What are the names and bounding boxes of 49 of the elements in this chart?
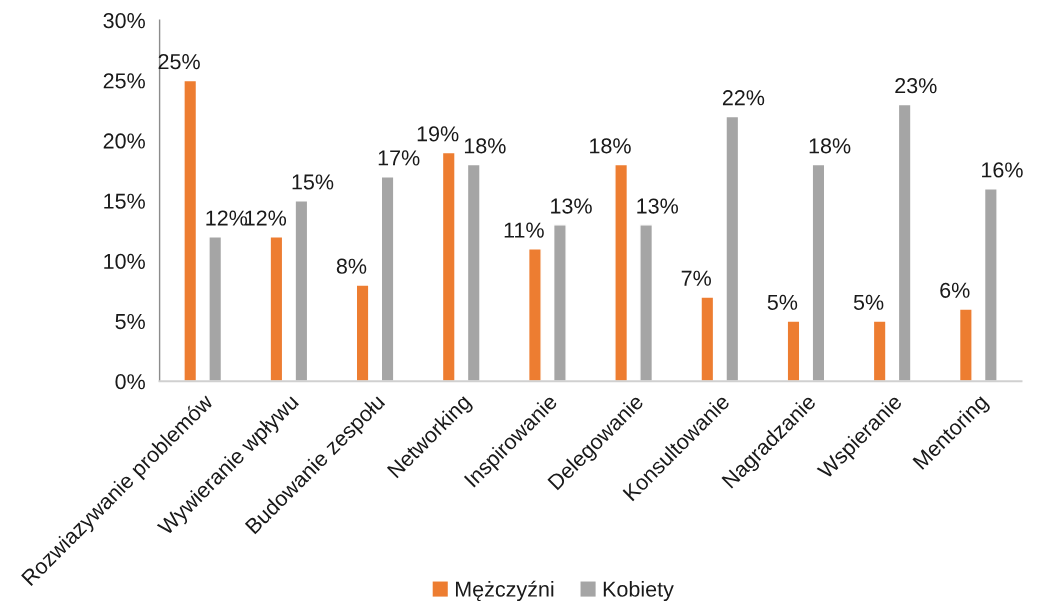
y-tick-label: 10%: [104, 253, 145, 269]
y-tick-label: 30%: [103, 13, 145, 29]
bar: [183, 79, 198, 382]
data-label: 19%: [417, 126, 459, 142]
y-tick-label: 0%: [115, 374, 145, 390]
y-tick-label: 15%: [104, 193, 145, 209]
bar: [294, 200, 309, 382]
data-label: 5%: [853, 294, 884, 310]
data-label: 23%: [895, 78, 937, 94]
bar: [872, 320, 887, 382]
bar: [441, 151, 456, 382]
bar: [208, 236, 223, 382]
bar: [380, 176, 395, 382]
y-tick-label: 5%: [115, 313, 145, 330]
bar: [786, 320, 801, 382]
data-label: 13%: [637, 198, 678, 214]
data-label: 18%: [464, 138, 506, 154]
data-label: 17%: [378, 150, 420, 166]
bar: [983, 188, 998, 382]
bar: [897, 103, 912, 382]
data-label: 13%: [551, 198, 592, 214]
bar: [639, 224, 654, 382]
data-label: 18%: [809, 138, 851, 154]
data-label: 7%: [681, 270, 711, 286]
data-label: 11%: [504, 222, 544, 238]
data-label: 15%: [292, 174, 334, 190]
bar: [269, 236, 284, 382]
bar: [725, 115, 740, 382]
y-tick-label: 25%: [103, 73, 145, 89]
bar: [958, 308, 973, 382]
bar: [614, 163, 629, 382]
data-label: 25%: [158, 53, 200, 70]
data-label: 8%: [336, 258, 367, 274]
data-label: 5%: [767, 294, 798, 310]
bar: [527, 248, 542, 382]
legend-label: Kobiety: [603, 581, 674, 602]
data-label: 16%: [982, 162, 1023, 178]
bar: [811, 163, 826, 382]
data-label: 12%: [206, 210, 248, 226]
data-label: 12%: [245, 210, 287, 226]
bar: [552, 224, 567, 382]
bar: [700, 296, 715, 382]
y-tick-label: 20%: [103, 133, 145, 149]
data-label: 18%: [590, 138, 631, 154]
bar: [466, 163, 481, 382]
legend-label: Mężczyźni: [455, 580, 554, 602]
bar: [355, 284, 370, 382]
data-label: 22%: [722, 90, 765, 106]
data-label: 6%: [940, 282, 970, 298]
